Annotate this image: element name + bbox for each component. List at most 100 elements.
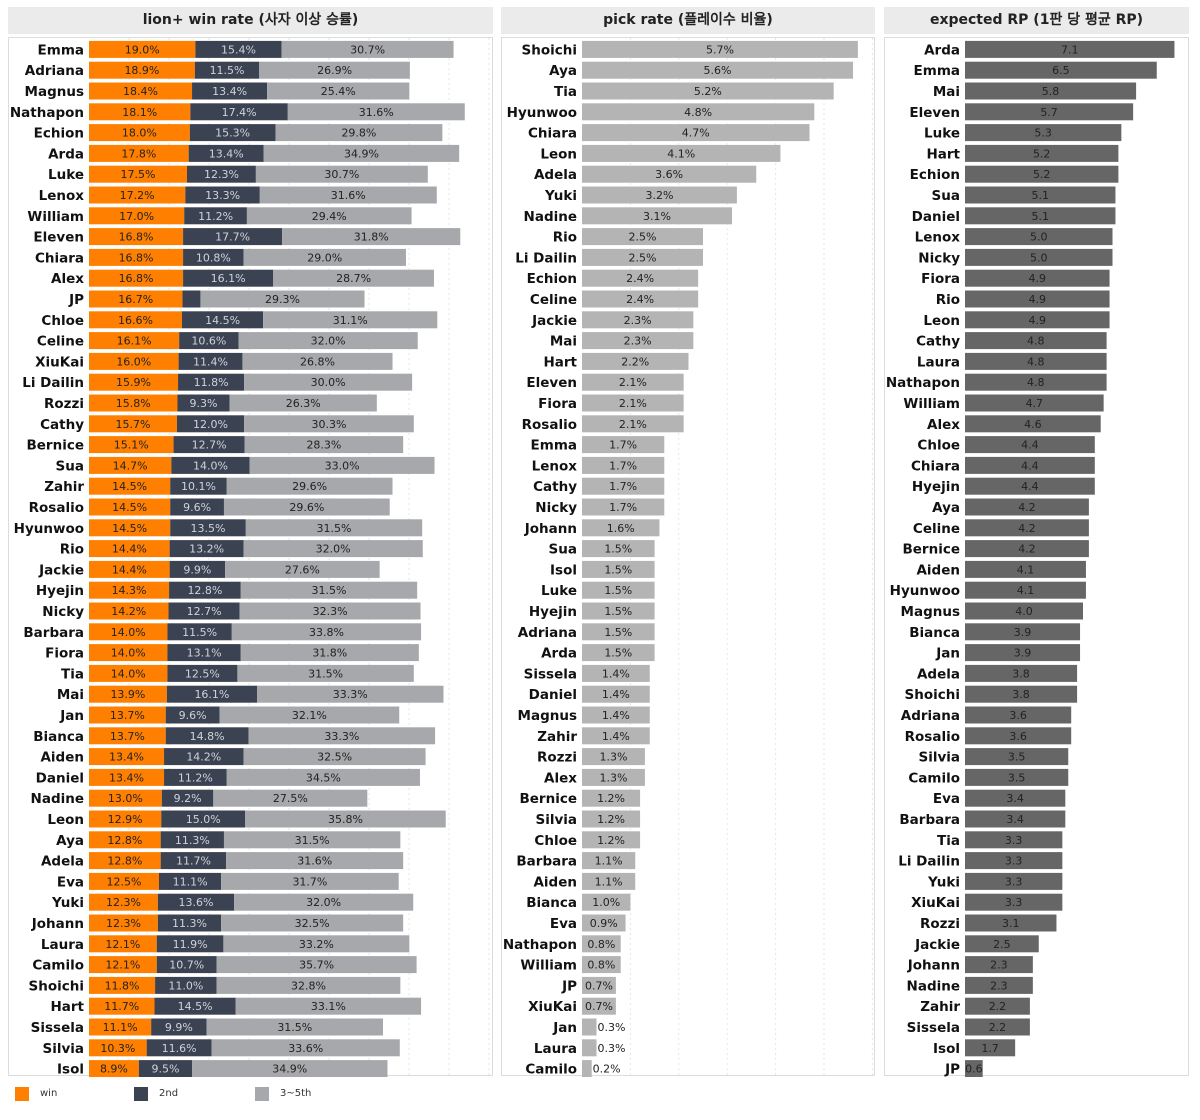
- category-label: Sua: [549, 542, 577, 558]
- data-label: 9.5%: [151, 1063, 179, 1076]
- category-label: Fiora: [538, 396, 577, 412]
- category-label: Hart: [926, 146, 960, 162]
- expected-rp-bar: [965, 40, 1175, 58]
- category-label: Mai: [550, 334, 577, 350]
- win-rate-plot: Emma 19.0% 15.4% 30.7% Adriana 18.9% 11.5% 26.9…: [8, 37, 493, 1078]
- data-label: 3.4: [1006, 813, 1024, 826]
- win-bar: [89, 373, 179, 391]
- category-label: Bianca: [33, 729, 84, 745]
- data-label: 31.8%: [354, 231, 389, 244]
- data-label: 14.4%: [112, 543, 147, 556]
- pick-rate-bar: [582, 228, 703, 246]
- data-label: 31.6%: [359, 106, 394, 119]
- data-label: 29.6%: [289, 501, 324, 514]
- data-label: 3.6%: [655, 168, 683, 181]
- pick-rate-bar: [582, 976, 616, 994]
- win-bar: [89, 768, 165, 786]
- data-label: 31.1%: [333, 314, 368, 327]
- third-to-fifth-bar: [263, 144, 460, 162]
- category-label: Emma: [531, 438, 577, 454]
- data-label: 16.8%: [119, 251, 154, 264]
- category-label: Bernice: [26, 438, 84, 454]
- data-label: 5.8: [1042, 85, 1060, 98]
- category-label: Yuki: [51, 895, 84, 911]
- second-bar: [183, 269, 274, 287]
- category-label: Hart: [50, 999, 84, 1015]
- second-bar: [138, 1060, 193, 1078]
- third-to-fifth-bar: [237, 664, 414, 682]
- expected-rp-bar: [965, 519, 1089, 537]
- category-label: Laura: [917, 354, 960, 370]
- expected-rp-bar: [965, 935, 1039, 953]
- win-bar: [89, 40, 196, 58]
- data-label: 29.4%: [312, 210, 347, 223]
- category-label: Li Dailin: [515, 250, 577, 266]
- data-label: 12.5%: [185, 667, 220, 680]
- category-label: Nadine: [31, 791, 84, 807]
- third-to-fifth-bar: [221, 914, 404, 932]
- data-label: 1.5%: [604, 584, 632, 597]
- expected-rp-bar: [965, 1018, 1030, 1036]
- data-label: 0.3%: [598, 1042, 626, 1055]
- data-label: 14.2%: [111, 605, 146, 618]
- category-label: Alex: [927, 417, 960, 433]
- data-label: 14.3%: [112, 584, 147, 597]
- category-label: Magnus: [25, 84, 84, 100]
- category-label: Bianca: [909, 625, 960, 641]
- data-label: 3.3: [1005, 896, 1023, 909]
- category-label: Hyejin: [912, 479, 960, 495]
- data-label: 30.7%: [324, 168, 359, 181]
- second-bar: [165, 706, 220, 724]
- second-bar: [181, 311, 264, 329]
- data-label: 9.9%: [183, 563, 211, 576]
- category-label: Celine: [913, 521, 960, 537]
- win-bar: [89, 706, 166, 724]
- category-label: Isol: [933, 1041, 960, 1057]
- category-label: Bernice: [902, 542, 960, 558]
- data-label: 14.8%: [190, 730, 225, 743]
- pick-rate-bar: [582, 373, 684, 391]
- win-bar: [89, 519, 171, 537]
- data-label: 13.3%: [205, 189, 240, 202]
- second-bar: [171, 456, 250, 474]
- second-bar: [157, 893, 235, 911]
- third-to-fifth-bar: [259, 61, 410, 79]
- data-label: 26.9%: [317, 64, 352, 77]
- data-label: 11.3%: [172, 917, 207, 930]
- third-to-fifth-bar: [281, 40, 454, 58]
- data-label: 13.2%: [189, 543, 224, 556]
- data-label: 0.7%: [585, 979, 613, 992]
- data-label: 5.3: [1034, 127, 1052, 140]
- win-bar: [89, 394, 178, 412]
- data-label: 11.2%: [178, 771, 213, 784]
- category-label: Chiara: [528, 126, 577, 142]
- third-to-fifth-bar: [200, 290, 365, 308]
- second-bar: [155, 976, 217, 994]
- data-label: 17.4%: [222, 106, 257, 119]
- data-label: 19.0%: [125, 43, 160, 56]
- category-label: Nathapon: [10, 105, 84, 121]
- third-to-fifth-bar: [244, 436, 404, 454]
- data-label: 0.9%: [590, 917, 618, 930]
- third-to-fifth-bar: [248, 727, 436, 745]
- data-label: 13.1%: [187, 647, 222, 660]
- data-label: 10.8%: [196, 251, 231, 264]
- win-bar: [89, 415, 177, 433]
- data-label: 13.4%: [109, 771, 144, 784]
- category-label: Aiden: [533, 874, 577, 890]
- category-label: XiuKai: [35, 354, 84, 370]
- win-bar: [89, 61, 195, 79]
- data-label: 8.9%: [100, 1063, 128, 1076]
- pick-rate-bar: [582, 872, 636, 890]
- third-to-fifth-bar: [287, 103, 465, 121]
- expected-rp-bar: [965, 644, 1081, 662]
- category-label: Lenox: [39, 188, 85, 204]
- expected-rp-bar: [965, 602, 1083, 620]
- data-label: 11.1%: [103, 1021, 138, 1034]
- second-bar: [189, 124, 276, 142]
- expected-rp-bar: [965, 228, 1113, 246]
- expected-rp-bar: [965, 186, 1116, 204]
- expected-rp-bar: [965, 373, 1107, 391]
- second-bar: [156, 956, 217, 974]
- third-to-fifth-bar: [282, 228, 461, 246]
